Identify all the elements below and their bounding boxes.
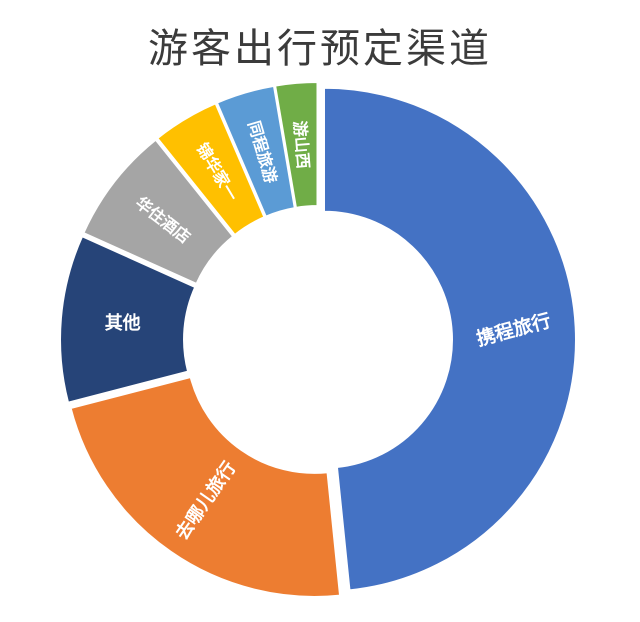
- slice-1: [322, 86, 577, 592]
- slice-4: [82, 138, 235, 286]
- slice-5: [155, 101, 266, 237]
- slice-7: [273, 81, 319, 209]
- chart-title: 游客出行预定渠道: [148, 26, 492, 72]
- slice-6: [215, 84, 296, 218]
- slice-2: [69, 375, 342, 598]
- slice-label-7: 游山西: [290, 120, 313, 169]
- slice-label-3: 其他: [105, 312, 141, 334]
- slice-3: [59, 234, 197, 404]
